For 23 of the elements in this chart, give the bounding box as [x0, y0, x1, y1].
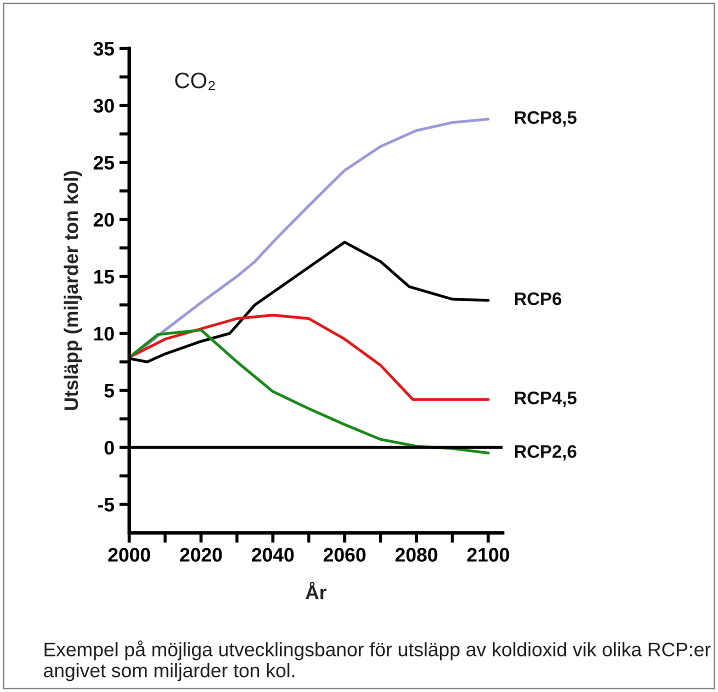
text: Exempel på möjliga utvecklingsbanor för utsläpp av koldioxid vik olika RCP:er angivet som miljarder ton kol.	[44, 640, 711, 682]
x-axis-title: År	[306, 582, 326, 600]
y-tick-label: 25	[94, 156, 114, 170]
y-axis-title: Utsläpp (miljarder ton kol)	[64, 171, 82, 410]
y-tick-label: 0	[104, 440, 114, 455]
y-tick-label: 5	[104, 384, 114, 398]
y-tick-label: 30	[93, 98, 114, 113]
annotation: CO₂	[175, 72, 215, 90]
x-tick-label: 2060	[324, 548, 366, 562]
series-label: RCP8,5	[515, 111, 577, 127]
series-label: RCP6	[515, 292, 562, 306]
y-tick-label: 35	[93, 42, 114, 56]
y-tick-label: -5	[98, 498, 114, 512]
series-label: RCP2,6	[515, 445, 576, 461]
y-tick-label: 20	[94, 212, 114, 227]
series-label: RCP4,5	[515, 392, 577, 407]
y-tick-label: 10	[94, 326, 114, 341]
x-tick-label: 2100	[467, 548, 510, 562]
x-tick-label: 2020	[180, 548, 222, 562]
x-tick-label: 2080	[395, 548, 438, 562]
y-tick-label: 15	[94, 270, 114, 284]
x-tick-label: 2000	[108, 548, 150, 562]
x-tick-label: 2040	[252, 548, 294, 562]
